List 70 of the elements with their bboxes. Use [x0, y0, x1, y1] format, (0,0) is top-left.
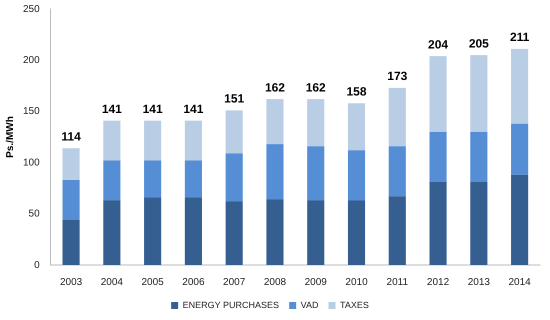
bar	[388, 88, 406, 146]
y-tick-label: 250	[22, 4, 40, 15]
bar	[144, 160, 162, 198]
bar	[470, 182, 488, 265]
bar	[511, 174, 528, 265]
bar	[144, 197, 162, 265]
x-tick-label: 2003	[60, 276, 83, 288]
bar	[144, 120, 162, 161]
y-tick-label: 150	[22, 106, 40, 118]
total-label: 114	[61, 130, 82, 144]
x-tick-label: 2007	[223, 276, 246, 288]
bar	[429, 132, 447, 182]
total-label: 141	[183, 102, 204, 116]
bar	[307, 200, 324, 265]
bar	[470, 55, 488, 132]
total-label: 141	[142, 102, 163, 116]
bar	[266, 199, 284, 265]
legend-label: ENERGY PURCHASES	[182, 300, 280, 310]
x-tick-label: 2010	[345, 276, 368, 288]
bar	[103, 120, 120, 161]
y-axis-title: Ps./MWh	[4, 116, 16, 158]
x-tick-label: 2008	[264, 276, 287, 288]
bar	[226, 202, 243, 265]
total-label: 173	[387, 69, 408, 84]
bar	[348, 103, 366, 150]
bar	[429, 56, 447, 132]
total-label: 204	[428, 37, 448, 52]
y-tick-label: 50	[28, 208, 40, 220]
x-tick-label: 2014	[508, 276, 532, 288]
x-tick-label: 2005	[142, 276, 164, 288]
y-tick-label: 200	[22, 54, 40, 66]
bar	[62, 148, 80, 180]
bar	[62, 220, 80, 265]
bar	[348, 150, 366, 200]
x-tick-label: 2004	[100, 276, 124, 288]
bar	[388, 196, 406, 265]
bar	[511, 124, 528, 175]
bar	[184, 120, 202, 161]
x-tick-label: 2011	[386, 276, 408, 288]
bar	[62, 180, 80, 220]
x-tick-label: 2013	[468, 276, 490, 288]
total-label: 141	[102, 102, 122, 116]
legend-label: VAD	[300, 300, 320, 310]
bar	[429, 182, 447, 265]
bar	[266, 99, 284, 144]
y-tick-label: 0	[34, 260, 40, 271]
total-label: 151	[224, 92, 245, 106]
bar	[184, 197, 202, 265]
total-label: 158	[346, 84, 367, 99]
bar	[184, 160, 202, 198]
bar	[511, 48, 528, 124]
total-label: 211	[510, 30, 530, 44]
total-label: 205	[468, 36, 490, 50]
total-label: 162	[264, 80, 286, 94]
bar	[226, 110, 243, 154]
bar	[266, 144, 284, 200]
bar	[388, 146, 406, 196]
bar	[470, 132, 488, 182]
bar	[226, 153, 243, 202]
y-tick-label: 100	[22, 157, 40, 168]
bar	[307, 99, 324, 146]
bar	[307, 146, 324, 200]
total-label: 162	[306, 80, 326, 94]
bar	[103, 200, 120, 265]
bar	[103, 160, 120, 200]
legend-label: TAXES	[340, 300, 369, 310]
x-tick-label: 2012	[426, 276, 450, 288]
x-tick-label: 2006	[182, 276, 205, 288]
x-tick-label: 2009	[304, 276, 328, 288]
bar	[348, 200, 366, 265]
